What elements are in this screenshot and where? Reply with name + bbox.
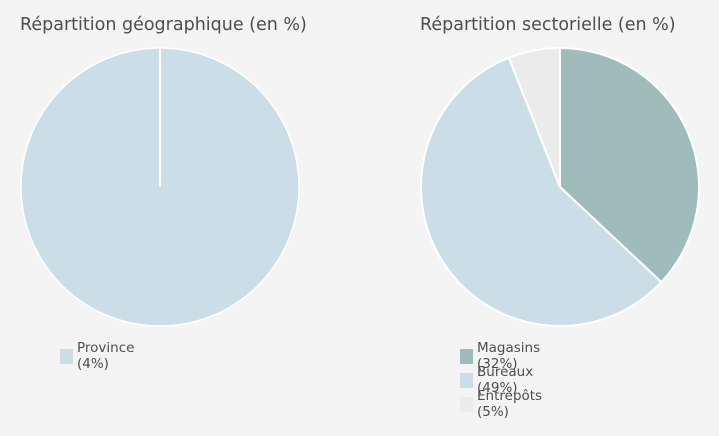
legend-label: Magasins (32%) [477, 340, 541, 372]
chart-title: Répartition géographique (en %) [20, 15, 307, 35]
legend-item-entrepots[interactable]: Entrepôts (5%) [460, 388, 542, 420]
pie-slice-entrepots[interactable] [507, 47, 561, 188]
legend-label: Province (4%) [77, 340, 135, 372]
pie-slice-magasins[interactable] [559, 47, 700, 284]
legend-item-magasins[interactable]: Magasins (32%) [460, 340, 542, 372]
legend-item-province[interactable]: Province (4%) [60, 340, 134, 372]
legend-item-bureaux[interactable]: Bureaux (49%) [460, 364, 542, 396]
legend-label: Entrepôts (5%) [477, 388, 543, 420]
geographic-legend: Province (4%) [60, 340, 134, 372]
chart-title: Répartition sectorielle (en %) [420, 15, 676, 35]
legend-swatch [460, 348, 473, 364]
sector-legend: Magasins (32%) Bureaux (49%) Entrepôts (… [460, 340, 542, 420]
sector-pie [420, 47, 700, 327]
geographic-pie [20, 47, 300, 327]
legend-swatch [460, 372, 473, 388]
pie-slice-bureaux[interactable] [420, 56, 663, 327]
legend-label: Bureaux (49%) [477, 364, 534, 396]
legend-swatch [60, 348, 73, 364]
legend-swatch [460, 396, 473, 412]
